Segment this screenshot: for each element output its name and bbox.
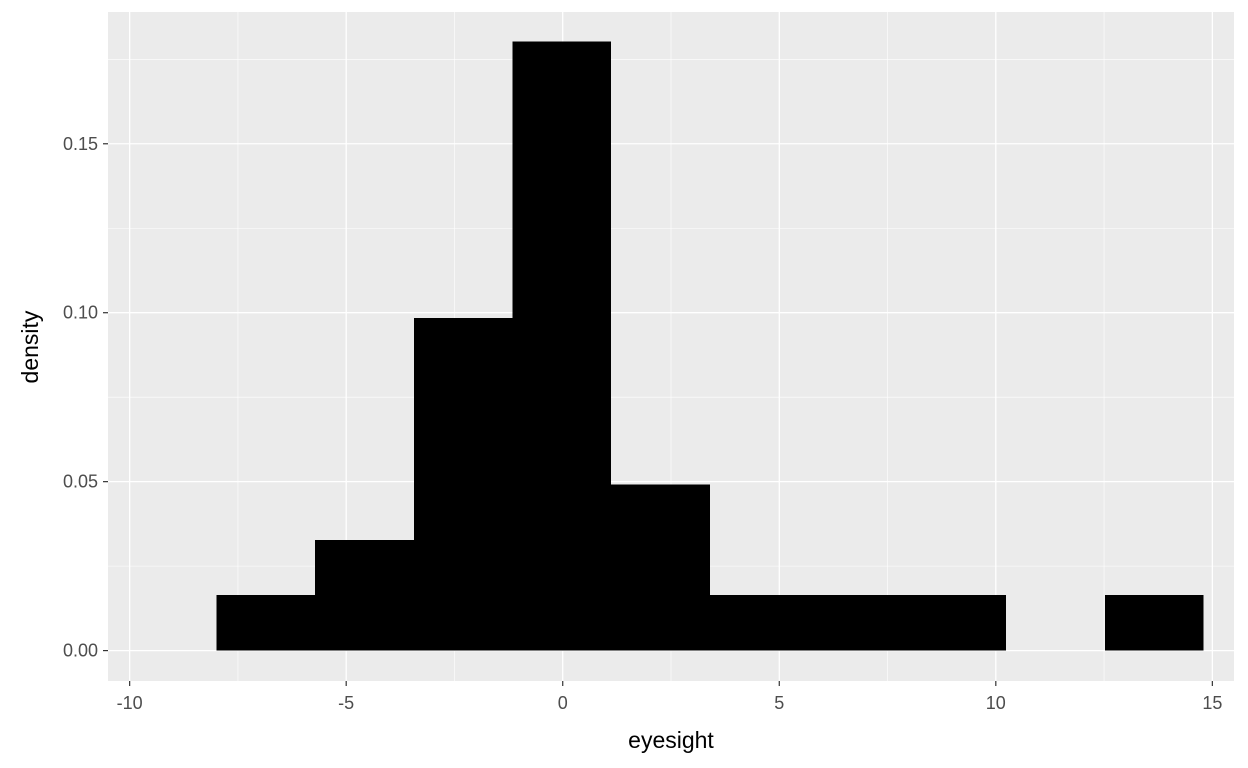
x-tick-label: 15 [1202, 693, 1222, 713]
x-tick-label: 5 [774, 693, 784, 713]
x-tick-label: -5 [338, 693, 354, 713]
histogram-bar-3 [512, 41, 612, 651]
histogram-bar-2 [413, 318, 513, 651]
y-tick-label: 0.15 [63, 134, 98, 154]
y-tick-label: 0.00 [63, 641, 98, 661]
histogram-bar-5 [709, 595, 809, 651]
y-tick-label: 0.05 [63, 472, 98, 492]
histogram-bar-9 [1104, 595, 1204, 651]
histogram-bar-7 [907, 595, 1007, 651]
histogram-bar-6 [808, 595, 908, 651]
x-tick-label: 10 [986, 693, 1006, 713]
x-axis-title: eyesight [628, 727, 714, 753]
histogram-bar-1 [315, 539, 414, 651]
x-axis-ticks: -10 -5 0 5 10 15 [117, 681, 1222, 713]
y-axis-ticks: 0.00 0.05 0.10 0.15 [63, 134, 108, 661]
x-tick-label: 0 [558, 693, 568, 713]
x-tick-label: -10 [117, 693, 143, 713]
y-tick-label: 0.10 [63, 303, 98, 323]
histogram-bar-0 [216, 595, 316, 651]
y-axis-title: density [17, 310, 43, 383]
histogram-bar-4 [611, 484, 710, 651]
histogram-bars [216, 41, 1204, 651]
